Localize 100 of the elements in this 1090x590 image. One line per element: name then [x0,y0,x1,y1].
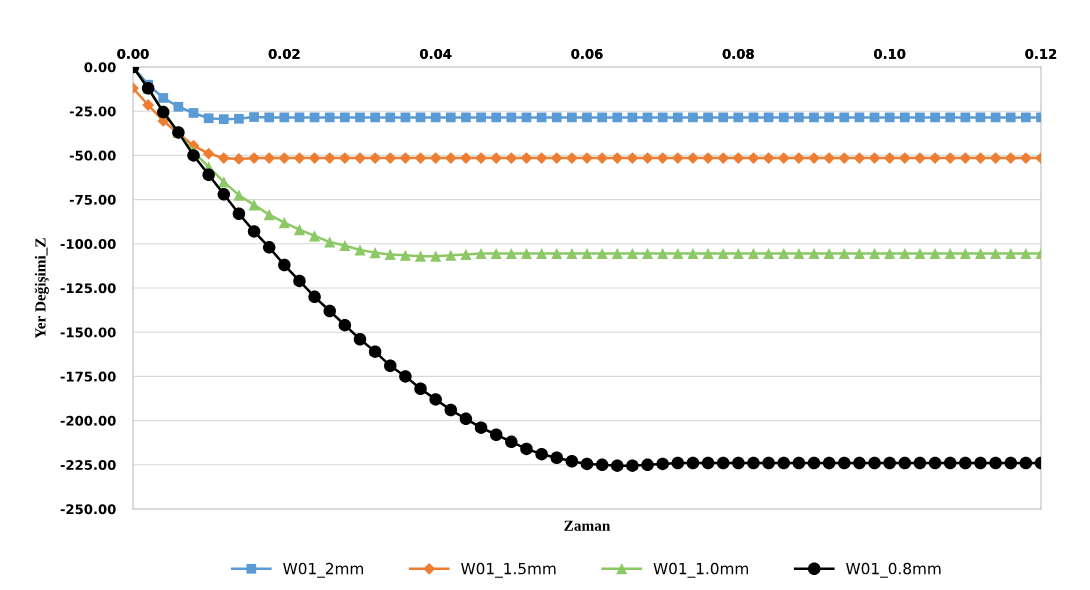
x-tick-label: 0.08 [722,48,754,59]
x-tick-label: 0.12 [1025,48,1057,59]
point [838,247,850,260]
point [809,112,819,123]
point [218,114,229,125]
y-tick-label: -125.00 [60,283,116,294]
point [596,247,608,260]
point [445,249,457,261]
y-tick-label: -75.00 [69,194,116,205]
point [1005,247,1017,260]
point [476,112,486,123]
point [778,112,789,123]
x-tick-label: 0.10 [874,48,906,59]
point [188,108,199,118]
y-tick-label: -250.00 [60,504,116,515]
point [233,189,245,201]
point [672,112,683,123]
point [475,247,487,260]
legend-label: W01_0.8mm [846,562,941,578]
point [899,247,911,260]
x-tick-label: 0.06 [571,48,603,59]
point [597,112,607,123]
point [370,112,380,123]
y-tick-label: -50.00 [69,150,116,161]
point [778,247,790,260]
point [234,113,244,124]
point [430,112,441,123]
point [249,112,259,122]
point [793,247,805,260]
point [853,247,865,260]
point [914,247,926,260]
point [868,247,881,260]
point [641,247,654,260]
point [733,112,744,123]
point [944,247,956,260]
y-tick-label: -25.00 [69,106,116,117]
point [263,209,275,221]
y-axis-title: Yer Değişimi_Z [34,238,49,339]
legend-label: W01_2mm [283,562,363,578]
point [491,112,502,123]
point [884,247,896,260]
point [703,112,713,123]
point [369,247,381,259]
point [248,199,260,211]
y-tick-label: -150.00 [60,327,116,338]
point [732,247,744,260]
point [173,101,184,112]
point [611,247,623,260]
point [626,247,638,260]
x-tick-label: 0.04 [420,48,452,59]
point [612,112,623,123]
x-tick-label: 0.02 [268,48,300,59]
point [505,247,517,260]
point [536,247,548,260]
point [340,112,350,123]
point [672,247,684,260]
point [899,112,910,123]
point [960,112,971,123]
point [915,112,925,123]
point [945,112,956,123]
point [582,112,592,123]
point [794,112,804,123]
point [990,247,1002,260]
point [747,247,760,260]
point [657,247,669,260]
y-tick-label: -225.00 [60,460,116,470]
point [385,112,396,123]
point [551,112,562,123]
point [567,112,577,123]
y-tick-label: 0.00 [84,62,116,73]
legend-label: W01_1.0mm [653,562,748,578]
point [324,236,336,248]
point [824,112,834,123]
point [399,249,411,261]
point [717,247,729,260]
point [324,112,335,123]
point [1020,247,1032,260]
point [460,248,472,260]
point [490,247,502,260]
point [839,112,850,123]
point [959,247,971,260]
point [384,248,396,260]
point [823,247,835,260]
legend-label: W01_1.5mm [461,562,556,578]
point [158,93,169,103]
point [309,230,321,242]
point [279,112,290,123]
x-axis-title: Zaman [564,520,611,531]
point [718,112,729,123]
point [520,247,533,260]
point [414,250,427,262]
point [445,112,456,123]
point [688,112,698,123]
point [974,247,987,260]
point [1005,112,1016,123]
point [354,244,366,256]
y-tick-label: -100.00 [60,239,116,249]
y-tick-label: -200.00 [60,415,116,426]
point [702,247,714,260]
point [1021,112,1031,123]
